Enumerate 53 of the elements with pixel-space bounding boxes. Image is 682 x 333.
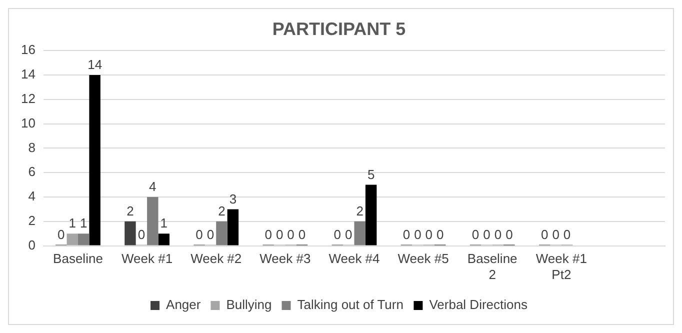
y-tick-label: 4: [28, 188, 36, 204]
data-label: 0: [414, 226, 422, 242]
data-label: 2: [356, 203, 364, 218]
data-label: 0: [436, 226, 444, 242]
data-label: 0: [287, 226, 294, 242]
legend-label: Talking out of Turn: [297, 297, 404, 312]
y-tick-label: 2: [28, 212, 36, 228]
legend-label: Bullying: [226, 297, 272, 312]
y-tick-label: 14: [20, 66, 36, 82]
data-label: 5: [367, 166, 375, 182]
data-label: 0: [563, 226, 571, 242]
chart-title: PARTICIPANT 5: [272, 18, 406, 39]
y-tick-label: 16: [20, 42, 36, 58]
y-tick-label: 0: [28, 237, 36, 252]
data-label: 14: [88, 57, 102, 72]
data-label: 0: [483, 226, 490, 242]
data-label: 0: [540, 226, 548, 242]
y-tick-label: 10: [20, 115, 36, 130]
data-label: 0: [472, 226, 480, 242]
x-tick-label: Baseline: [53, 251, 103, 266]
data-label: 0: [264, 226, 272, 242]
x-tick-label: Week #5: [398, 251, 449, 266]
data-label: 0: [345, 226, 352, 242]
data-label: 2: [218, 203, 226, 218]
data-label: 0: [276, 226, 284, 242]
legend-label: Anger: [166, 297, 202, 312]
y-tick-label: 6: [28, 164, 36, 180]
data-label: 0: [506, 226, 513, 242]
x-tick-label: Week #4: [328, 251, 380, 266]
legend-label: Verbal Directions: [429, 297, 528, 312]
data-label: 3: [229, 191, 237, 206]
data-label: 0: [402, 226, 410, 242]
data-label: 0: [206, 226, 214, 242]
data-label: 0: [298, 226, 306, 242]
x-tick-label: Week #2: [190, 251, 242, 266]
x-tick-label: Week #1: [122, 251, 173, 266]
data-label: 0: [334, 226, 342, 242]
data-label: 0: [196, 226, 203, 242]
x-tick-label: Baseline 2: [467, 251, 518, 282]
data-label: 4: [149, 179, 156, 194]
data-label: 0: [425, 226, 433, 242]
data-label: 0: [494, 226, 502, 242]
y-tick-label: 12: [20, 90, 36, 106]
data-label: 0: [552, 226, 560, 242]
data-label: 0: [138, 226, 146, 242]
x-tick-label: Week #3: [260, 251, 311, 266]
data-label: 0: [58, 226, 65, 242]
x-tick-label: Week #1 Pt2: [536, 251, 587, 282]
data-label: 1: [80, 216, 88, 231]
y-tick-label: 8: [28, 140, 36, 155]
data-label: 2: [126, 203, 134, 218]
data-label: 1: [160, 216, 168, 231]
data-label: 1: [68, 216, 76, 231]
